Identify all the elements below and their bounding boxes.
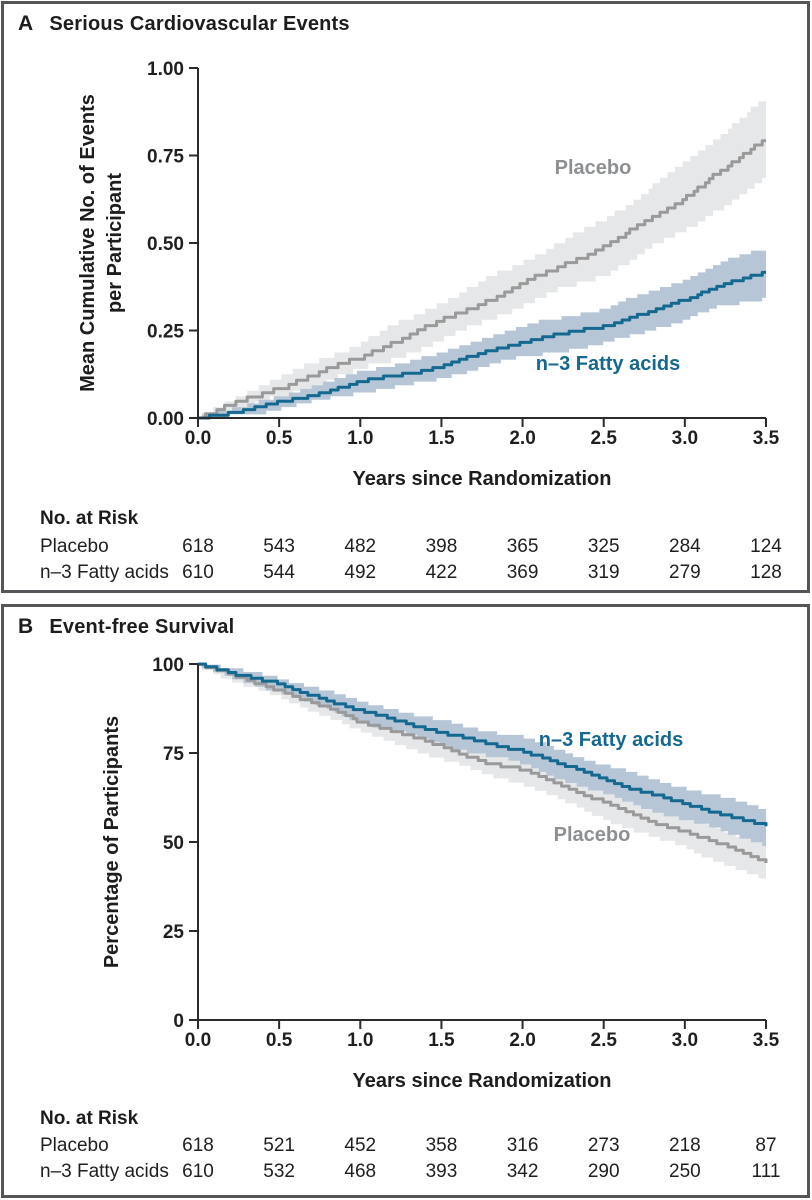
risk-value: 398: [426, 536, 458, 557]
x-tick-label: 2.5: [591, 1030, 618, 1051]
y-axis-title: Mean Cumulative No. of Events: [77, 94, 99, 392]
panel-b: B Event-free Survival 0.0 0.5 1.0 1.5 2.0 2.5 3…: [1, 604, 810, 1198]
confidence-band-placebo: [198, 664, 766, 879]
risk-row-label: n–3 Fatty acids: [40, 1161, 169, 1182]
risk-value: 124: [750, 536, 782, 557]
risk-value: 393: [426, 1161, 458, 1182]
panel-b-title: B Event-free Survival: [18, 615, 234, 639]
risk-value: 128: [750, 562, 782, 583]
y-tick-label: 100: [152, 655, 184, 676]
risk-value: 452: [344, 1135, 376, 1156]
risk-table-header: No. at Risk: [40, 508, 139, 529]
x-tick-label: 3.5: [753, 1030, 780, 1051]
risk-value: 358: [426, 1135, 458, 1156]
risk-value: 87: [755, 1135, 776, 1156]
x-tick-label: 0.5: [266, 1030, 293, 1051]
x-tick-label: 0.0: [185, 428, 211, 449]
risk-value: 543: [263, 536, 295, 557]
risk-value: 250: [669, 1161, 701, 1182]
x-tick-label: 0.5: [266, 428, 293, 449]
x-axis-title: Years since Randomization: [353, 1070, 612, 1092]
y-tick-label: 50: [163, 833, 184, 854]
y-tick-label: 0.75: [147, 147, 184, 168]
curve-n3: [198, 662, 768, 827]
risk-value: 618: [182, 1135, 214, 1156]
risk-value: 521: [263, 1135, 295, 1156]
risk-value: 218: [669, 1135, 701, 1156]
y-tick-label: 75: [163, 744, 185, 765]
panel-a: A Serious Cardiovascular Events 0.0 0.5 1.0…: [1, 1, 810, 593]
x-tick-label: 0.0: [185, 1030, 211, 1051]
panel-b-chart: 0.0 0.5 1.0 1.5 2.0 2.5 3.0 3.5 0 25 50 75 100 Years …: [40, 655, 781, 1182]
risk-value: 319: [588, 562, 620, 583]
panel-a-title: A Serious Cardiovascular Events: [18, 12, 350, 36]
x-tick-label: 1.5: [428, 1030, 455, 1051]
x-tick-label: 2.5: [591, 428, 618, 449]
risk-row-label: Placebo: [40, 1135, 109, 1156]
x-tick-label: 2.0: [509, 428, 535, 449]
panel-b-letter: B: [18, 615, 34, 638]
y-tick-label: 1.00: [147, 59, 184, 80]
y-tick-label: 0.00: [147, 409, 184, 430]
x-tick-label: 1.5: [428, 428, 455, 449]
curve-n3: [198, 270, 766, 420]
risk-value: 610: [182, 1161, 214, 1182]
x-tick-label: 1.0: [347, 428, 373, 449]
risk-row-label: n–3 Fatty acids: [40, 562, 169, 583]
panel-a-letter: A: [18, 12, 34, 35]
confidence-band-n3: [198, 664, 766, 846]
risk-value: 316: [507, 1135, 539, 1156]
y-axis-title: per Participant: [104, 173, 126, 313]
risk-value: 342: [507, 1161, 539, 1182]
confidence-band-placebo: [198, 95, 766, 419]
panel-a-chart: 0.0 0.5 1.0 1.5 2.0 2.5 3.0 3.5 0.00 0.25 0.50 0.75…: [40, 59, 782, 583]
risk-value: 544: [263, 562, 295, 583]
x-tick-label: 2.0: [509, 1030, 535, 1051]
risk-value: 618: [182, 536, 214, 557]
y-tick-label: 0: [173, 1011, 184, 1032]
risk-value: 325: [588, 536, 620, 557]
x-tick-label: 3.0: [672, 1030, 698, 1051]
risk-value: 610: [182, 562, 214, 583]
y-axis-title: Percentage of Participants: [101, 716, 123, 968]
y-tick-label: 0.50: [147, 234, 184, 255]
series-label-placebo: Placebo: [555, 157, 632, 179]
x-tick-label: 3.5: [753, 428, 780, 449]
risk-value: 290: [588, 1161, 620, 1182]
risk-value: 365: [507, 536, 539, 557]
risk-value: 279: [669, 562, 701, 583]
x-tick-label: 3.0: [672, 428, 698, 449]
panel-b-title-text: Event-free Survival: [49, 616, 235, 638]
series-label-placebo: Placebo: [554, 824, 631, 846]
risk-value: 468: [344, 1161, 376, 1182]
risk-value: 284: [669, 536, 701, 557]
curve-placebo: [198, 139, 766, 420]
x-tick-label: 1.0: [347, 1030, 373, 1051]
risk-value: 482: [344, 536, 376, 557]
risk-value: 422: [426, 562, 458, 583]
risk-row-label: Placebo: [40, 536, 109, 557]
curve-placebo: [198, 662, 768, 863]
x-axis-title: Years since Randomization: [353, 468, 612, 490]
risk-value: 492: [344, 562, 376, 583]
risk-value: 273: [588, 1135, 620, 1156]
risk-table-header: No. at Risk: [40, 1108, 139, 1129]
y-tick-label: 25: [163, 922, 185, 943]
series-label-n3: n–3 Fatty acids: [536, 353, 681, 375]
y-tick-label: 0.25: [147, 322, 184, 343]
series-label-n3: n–3 Fatty acids: [539, 729, 684, 751]
risk-value: 532: [263, 1161, 295, 1182]
panel-a-title-text: Serious Cardiovascular Events: [49, 13, 350, 35]
risk-value: 111: [752, 1161, 781, 1182]
risk-value: 369: [507, 562, 539, 583]
